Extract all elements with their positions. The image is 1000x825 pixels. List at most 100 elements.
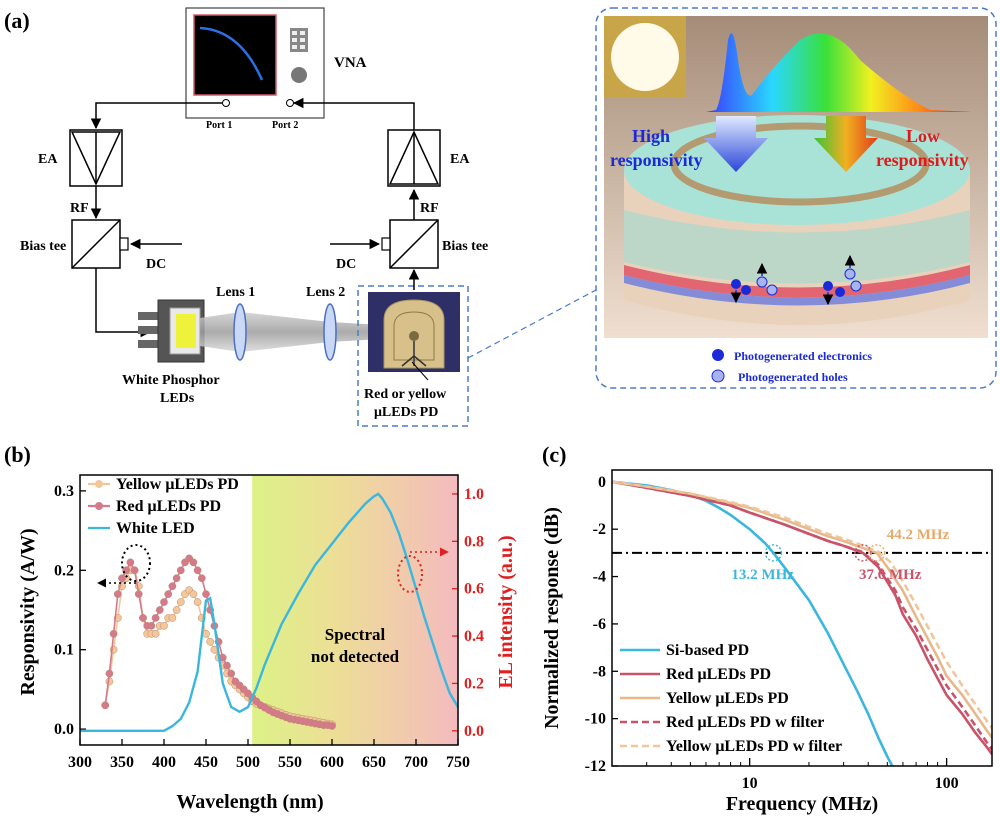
- low-label-1: Low: [906, 126, 940, 146]
- b-point: [176, 598, 185, 606]
- b-legend-marker: [95, 502, 103, 510]
- legend-electrons: Photogenerated electronics: [734, 349, 872, 363]
- high-label-1: High: [632, 126, 670, 146]
- panel-b-frame: [79, 474, 459, 746]
- b-point: [206, 637, 215, 646]
- b-point: [172, 606, 181, 614]
- b-point: [227, 669, 236, 678]
- lens-1: [233, 303, 247, 361]
- b-legend-label: Red μLEDs PD: [116, 498, 221, 515]
- b-xtick-label: 300: [68, 754, 92, 771]
- panel-b-ylabel-right: EL intensity (a.u.): [495, 535, 517, 688]
- pd-label-1: Red or yellow: [364, 387, 447, 402]
- b-point: [134, 590, 143, 598]
- b-point: [109, 629, 118, 638]
- b-point: [160, 622, 168, 630]
- device-ring: [670, 122, 930, 206]
- pd-dashed-box: [357, 285, 469, 427]
- rf-right-label: RF: [420, 201, 439, 216]
- b-xtick-label: 600: [320, 754, 344, 771]
- wire-bias-led: [95, 268, 152, 338]
- c-cutoff-label: 13.2 MHz: [731, 567, 794, 583]
- panel-b-ylabel-left: Responsivity (A/W): [17, 528, 39, 695]
- port1-icon: [222, 99, 230, 107]
- b-xtick-label: 450: [194, 754, 218, 771]
- lens-2: [323, 303, 337, 361]
- c-legend-label: Red μLEDs PD: [666, 666, 771, 683]
- port1-label: Port 1: [206, 120, 232, 131]
- white-led-label-1: White Phosphor: [122, 373, 220, 388]
- b-ytick-right-label: 1.0: [464, 486, 484, 503]
- panel-c-chart: (c) 10 100 0 -2 -4 -6 -8 -10 -12 Frequency (MHz)…: [541, 442, 993, 815]
- b-series-white-led: [80, 492, 458, 732]
- spectral-shading: [252, 475, 458, 745]
- bias-tee-right: [381, 219, 439, 269]
- b-point: [193, 598, 202, 606]
- b-point: [223, 661, 231, 670]
- c-series-yellow-leds-pd-w-filter: [612, 480, 992, 729]
- panel-a-label: (a): [4, 8, 30, 33]
- c-cutoff-marker: [868, 544, 886, 562]
- b-point: [168, 614, 177, 622]
- c-cutoff-marker: [764, 544, 783, 562]
- white-phosphor-led: [138, 299, 205, 363]
- b-legend-label: Yellow μLEDs PD: [116, 476, 239, 493]
- dc-left-label: DC: [146, 257, 166, 272]
- b-point: [155, 606, 164, 614]
- port2-label: Port 2: [272, 120, 298, 131]
- b-xtick-label: 400: [152, 754, 176, 771]
- bias-tee-left: [71, 219, 129, 269]
- carrier-group-left: [730, 262, 778, 304]
- b-xtick-label: 650: [362, 754, 386, 771]
- b-point: [164, 590, 173, 598]
- c-xtick-label: 100: [935, 775, 959, 792]
- c-legend-label: Si-based PD: [666, 642, 749, 659]
- b-point: [193, 566, 202, 575]
- c-ytick-label: -2: [593, 521, 606, 538]
- b-xtick-label: 700: [404, 754, 428, 771]
- vna-knob-icon: [291, 67, 307, 83]
- vna-screen: [193, 14, 277, 96]
- b-point: [168, 582, 177, 591]
- c-legend-label: Yellow μLEDs PD w filter: [666, 738, 842, 755]
- b-xtick-label: 350: [110, 754, 134, 771]
- c-ytick-label: -6: [593, 616, 606, 633]
- b-ytick-right-label: 0.0: [464, 723, 484, 740]
- c-ytick-label: 0: [598, 474, 606, 491]
- pd-label-2: μLEDs PD: [374, 405, 438, 420]
- low-responsivity-arrow-icon: [814, 116, 878, 172]
- bias-tee-left-label: Bias tee: [20, 239, 66, 254]
- b-ytick-left-label: 0.0: [54, 721, 74, 738]
- inset-panel: High responsivity Low responsivity: [595, 7, 997, 389]
- ea-right-label: EA: [450, 152, 470, 167]
- rf-left-label: RF: [70, 201, 89, 216]
- pd-pointer: [411, 361, 429, 381]
- bias-tee-right-label: Bias tee: [442, 239, 488, 254]
- c-cutoff-label: 44.2 MHz: [887, 527, 950, 543]
- b-point: [328, 722, 336, 730]
- c-ytick-label: -4: [593, 569, 606, 586]
- lens1-label: Lens 1: [216, 285, 255, 300]
- vna-label: VNA: [334, 55, 367, 71]
- hole-legend-icon: [711, 369, 725, 383]
- light-beam: [200, 312, 400, 352]
- high-responsivity-arrow-icon: [704, 116, 768, 172]
- c-ytick-label: -8: [593, 663, 606, 680]
- b-xtick-label: 550: [278, 754, 302, 771]
- b-ytick-right-label: 0.6: [464, 581, 484, 598]
- white-led-label-2: LEDs: [160, 391, 195, 406]
- b-point: [189, 558, 198, 567]
- b-point: [160, 598, 168, 606]
- ea-left-label: EA: [38, 152, 58, 167]
- panel-c-legend: Si-based PD Red μLEDs PD Yellow μLEDs PD Re…: [620, 642, 842, 755]
- b-ytick-left-label: 0.1: [54, 642, 74, 659]
- panel-b-legend: Yellow μLEDs PD Red μLEDs PD White LED: [88, 476, 239, 537]
- c-ytick-label: -10: [585, 711, 606, 728]
- panel-c-xlabel: Frequency (MHz): [726, 793, 878, 815]
- b-ytick-right-label: 0.8: [464, 533, 484, 550]
- c-cutoff-label: 37.6 MHz: [859, 567, 922, 583]
- b-legend-label: White LED: [116, 520, 195, 537]
- port2-icon: [286, 99, 294, 107]
- low-label-2: responsivity: [876, 150, 969, 170]
